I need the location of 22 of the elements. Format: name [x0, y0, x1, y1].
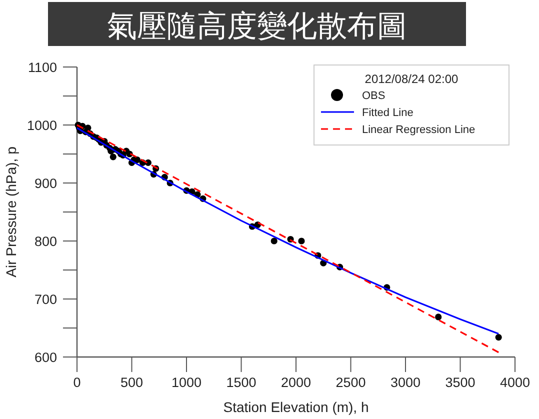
legend-label: OBS: [362, 90, 386, 102]
y-tick-label: 800: [34, 234, 57, 249]
y-axis-title: Air Pressure (hPa), p: [3, 146, 19, 278]
x-tick-label: 2000: [280, 375, 312, 390]
x-tick-label: 0: [73, 375, 81, 390]
legend-label: Fitted Line: [362, 107, 414, 119]
x-tick-label: 1000: [171, 375, 202, 390]
x-tick-label: 3500: [445, 375, 476, 390]
x-tick-label: 500: [120, 375, 144, 390]
chart-title: 氣壓隨高度變化散布圖: [107, 10, 407, 43]
y-tick-label: 1000: [26, 118, 57, 133]
x-tick-label: 2500: [336, 375, 366, 390]
y-tick-label: 1100: [28, 60, 57, 75]
y-tick-label: 900: [34, 176, 57, 191]
x-tick-label: 4000: [500, 375, 530, 390]
y-tick-label: 700: [34, 292, 57, 307]
legend-title: 2012/08/24 02:00: [364, 72, 459, 86]
x-tick-label: 3000: [390, 375, 421, 390]
legend-label: Linear Regression Line: [362, 124, 476, 136]
y-tick-label: 600: [34, 350, 57, 365]
x-axis-title: Station Elevation (m), h: [223, 399, 369, 415]
x-tick-label: 1500: [226, 375, 256, 390]
